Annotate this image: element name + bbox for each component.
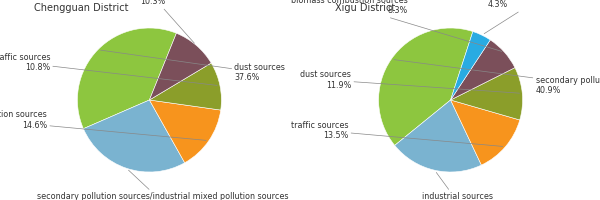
Wedge shape bbox=[451, 100, 520, 165]
Text: coal combustion sources
10.3%: coal combustion sources 10.3% bbox=[103, 0, 203, 43]
Text: secondary pollution sources/industrial mixed pollution sources
26.6%: secondary pollution sources/industrial m… bbox=[37, 170, 288, 200]
Text: Chengguan District: Chengguan District bbox=[34, 3, 129, 13]
Text: traffic sources
13.5%: traffic sources 13.5% bbox=[291, 121, 503, 146]
Wedge shape bbox=[83, 100, 185, 172]
Wedge shape bbox=[451, 40, 515, 100]
Text: Xigu District: Xigu District bbox=[335, 3, 395, 13]
Text: dust sources
37.6%: dust sources 37.6% bbox=[101, 50, 285, 82]
Wedge shape bbox=[451, 32, 490, 100]
Wedge shape bbox=[395, 100, 481, 172]
Text: secondary pollution sources
40.9%: secondary pollution sources 40.9% bbox=[394, 60, 600, 95]
Text: biomass combustion sources
8.3%: biomass combustion sources 8.3% bbox=[290, 0, 502, 51]
Wedge shape bbox=[149, 63, 221, 110]
Wedge shape bbox=[379, 28, 473, 145]
Wedge shape bbox=[149, 33, 211, 100]
Wedge shape bbox=[451, 68, 523, 120]
Text: dust sources
11.9%: dust sources 11.9% bbox=[301, 70, 520, 93]
Text: industrial sources
21.2%: industrial sources 21.2% bbox=[422, 172, 493, 200]
Wedge shape bbox=[77, 28, 176, 129]
Text: coal combustion sources
4.3%: coal combustion sources 4.3% bbox=[484, 0, 588, 34]
Wedge shape bbox=[149, 100, 221, 163]
Text: traffic sources
10.8%: traffic sources 10.8% bbox=[0, 53, 217, 85]
Text: biomass combustion sources
14.6%: biomass combustion sources 14.6% bbox=[0, 110, 206, 140]
